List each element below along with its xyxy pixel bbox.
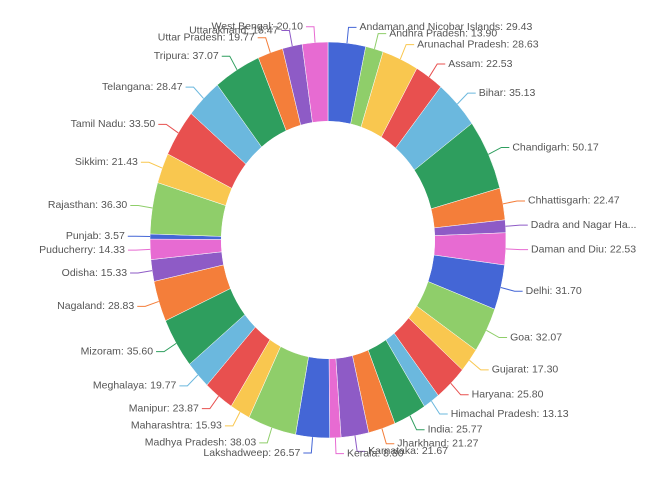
- slice-label: Madhya Pradesh: 38.03: [145, 437, 257, 449]
- donut-slice: [301, 41, 329, 123]
- leader-line: [488, 146, 510, 155]
- slice-label: Andaman and Nicobar Islands: 29.43: [360, 21, 533, 33]
- leader-line: [185, 86, 204, 99]
- leader-line: [201, 395, 220, 410]
- slice-label: Nagaland: 28.83: [57, 300, 134, 312]
- slice-label: Goa: 32.07: [510, 331, 562, 343]
- leader-line: [505, 224, 528, 227]
- leader-line: [502, 200, 526, 205]
- slice-label: Manipur: 23.87: [129, 402, 199, 414]
- slice-label: Andhra Pradesh: 13.90: [389, 27, 497, 39]
- slice-label: Telangana: 28.47: [102, 81, 183, 93]
- slice-label: Uttar Pradesh: 19.77: [158, 31, 255, 43]
- leader-line: [409, 415, 425, 431]
- slice-label: Puducherry: 14.33: [39, 244, 125, 256]
- slice-label: Jharkhand: 21.27: [397, 438, 478, 450]
- leader-line: [257, 37, 271, 53]
- leader-line: [381, 428, 395, 445]
- leader-line: [224, 411, 241, 427]
- leader-line: [500, 286, 523, 292]
- leader-line: [428, 63, 446, 78]
- slice-label: Daman and Diu: 22.53: [531, 243, 636, 255]
- slice-label: Chandigarh: 50.17: [512, 141, 599, 153]
- leader-line: [259, 427, 273, 444]
- leader-line: [486, 329, 508, 339]
- slice-label: Odisha: 15.33: [62, 267, 128, 279]
- slice-label: Haryana: 25.80: [472, 389, 544, 401]
- slice-label: Punjab: 3.57: [66, 230, 125, 242]
- slice-label: Tripura: 37.07: [154, 50, 219, 62]
- leader-line: [373, 33, 387, 49]
- slice-label: Karnataka: 21.67: [368, 445, 448, 457]
- slice-label: Kerala: 8.80: [347, 447, 404, 459]
- slice-label: Uttarakhand: 15.47: [189, 24, 278, 36]
- leader-line: [303, 437, 314, 454]
- slice-label: Delhi: 31.70: [526, 285, 582, 297]
- slice-label: Dadra and Nagar Ha...: [531, 219, 637, 231]
- slice-label: Maharashtra: 15.93: [131, 420, 222, 432]
- leader-line: [354, 435, 366, 452]
- leader-line: [130, 270, 153, 274]
- slice-label: Meghalaya: 19.77: [93, 380, 177, 392]
- leader-line: [140, 161, 163, 169]
- slice-label: Assam: 22.53: [448, 58, 512, 70]
- slice-label: Rajasthan: 36.30: [48, 199, 128, 211]
- leader-line: [158, 123, 179, 134]
- leader-line: [431, 400, 448, 415]
- slice-label: Gujarat: 17.30: [492, 364, 559, 376]
- leader-line: [281, 30, 293, 47]
- slice-label: Himachal Pradesh: 13.13: [451, 408, 569, 420]
- slice-label: Bihar: 35.13: [479, 87, 536, 99]
- slice-label: India: 25.77: [428, 424, 483, 436]
- leader-line: [130, 204, 153, 209]
- slice-label: Tamil Nadu: 33.50: [71, 118, 156, 130]
- leader-line: [137, 300, 159, 307]
- slice-label: Arunachal Pradesh: 28.63: [417, 38, 539, 50]
- slice-label: Mizoram: 35.60: [81, 345, 154, 357]
- leader-line: [469, 359, 489, 371]
- slice-label: Sikkim: 21.43: [75, 156, 138, 168]
- leader-line: [450, 382, 469, 396]
- leader-line: [334, 437, 344, 455]
- leader-line: [399, 44, 415, 60]
- leader-line: [156, 342, 177, 353]
- slice-label: Lakshadweep: 26.57: [203, 447, 300, 459]
- leader-line: [346, 26, 357, 44]
- leader-line: [505, 248, 529, 251]
- leader-line: [127, 248, 151, 251]
- slice-label: Chhattisgarh: 22.47: [528, 195, 620, 207]
- slice-label: West Bengal: 20.10: [212, 21, 304, 33]
- leader-line: [221, 55, 238, 71]
- leader-line: [305, 26, 316, 43]
- leader-line: [457, 92, 476, 105]
- leader-line: [179, 374, 199, 387]
